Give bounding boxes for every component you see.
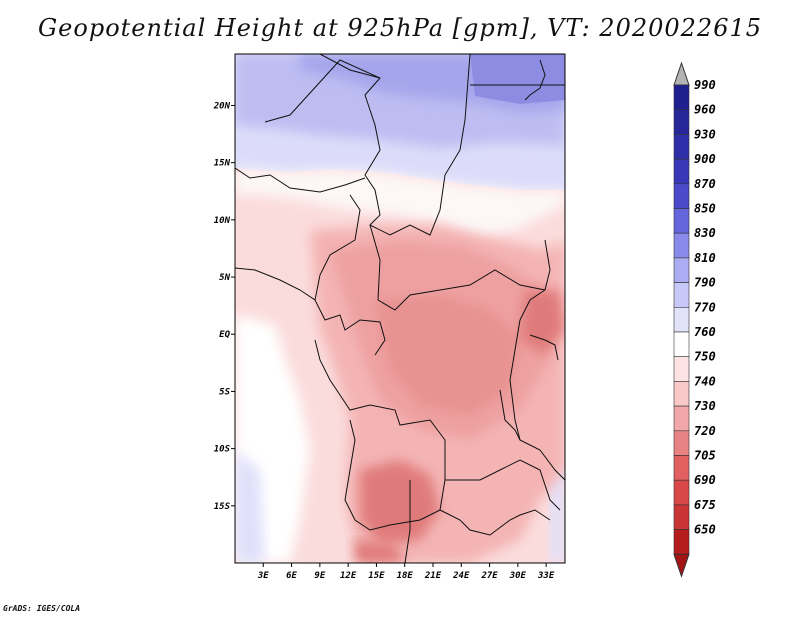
lon-tick-label: 21E	[424, 571, 442, 581]
colorbar-label: 750	[694, 350, 716, 364]
lat-tick-label: 5N	[219, 273, 230, 283]
colorbar-label: 720	[694, 424, 716, 438]
colorbar-label: 960	[694, 103, 716, 117]
lon-tick-label: 30E	[509, 571, 527, 581]
colorbar-swatch	[673, 232, 690, 259]
colorbar-swatch	[673, 529, 690, 555]
colorbar-label: 850	[694, 202, 716, 216]
latitude-axis: 20N 15N 10N 5N EQ 5S 10S 15S	[213, 101, 235, 512]
colorbar: 990 960 930 900 870 850 830 810 790 770 760 750 740 7…	[673, 61, 716, 578]
lat-tick-label: 10N	[214, 216, 231, 226]
colorbar-label: 650	[694, 523, 716, 537]
colorbar-swatch	[673, 257, 690, 283]
colorbar-label: 730	[694, 399, 716, 413]
chart-title: Geopotential Height at 925hPa [gpm], VT:…	[38, 14, 762, 42]
colorbar-swatch	[673, 479, 690, 506]
colorbar-swatch	[673, 84, 690, 111]
lon-tick-label: 3E	[257, 571, 269, 581]
colorbar-label: 830	[694, 226, 716, 240]
lat-tick-label: 15S	[214, 502, 231, 512]
colorbar-swatch	[673, 183, 690, 209]
lat-tick-label: 10S	[214, 445, 231, 455]
lat-tick-label: EQ	[219, 330, 230, 340]
colorbar-label: 870	[694, 177, 716, 191]
lon-tick-label: 18E	[397, 571, 414, 581]
colorbar-swatch	[673, 405, 690, 432]
colorbar-label: 705	[694, 449, 716, 463]
lon-tick-label: 12E	[340, 571, 357, 581]
lat-tick-label: 5S	[219, 387, 230, 397]
lon-tick-label: 9E	[314, 571, 325, 581]
colorbar-swatch	[673, 306, 690, 333]
lon-tick-label: 27E	[480, 571, 498, 581]
height-field	[235, 54, 565, 563]
colorbar-label: 900	[694, 152, 716, 166]
colorbar-label: 690	[694, 473, 716, 487]
colorbar-swatch	[673, 331, 690, 358]
colorbar-swatch	[673, 282, 690, 308]
colorbar-swatch	[673, 430, 690, 456]
colorbar-label: 770	[694, 300, 716, 314]
colorbar-swatch	[673, 455, 690, 481]
colorbar-label: 790	[694, 276, 716, 290]
lon-tick-label: 24E	[452, 571, 470, 581]
colorbar-swatch	[673, 208, 690, 234]
colorbar-swatch	[673, 158, 690, 185]
colorbar-label: 740	[694, 374, 716, 388]
country-borders	[235, 54, 565, 563]
lon-tick-label: 33E	[537, 571, 555, 581]
lon-tick-label: 6E	[286, 571, 297, 581]
colorbar-top-arrow	[673, 61, 690, 86]
colorbar-swatch	[673, 381, 690, 407]
longitude-axis: 3E 6E 9E 12E 15E 18E 21E 24E 27E 30E 33E	[257, 563, 555, 581]
colorbar-label: 930	[694, 127, 716, 141]
colorbar-swatch	[673, 134, 690, 160]
lat-tick-label: 15N	[214, 159, 231, 169]
colorbar-swatch	[673, 504, 690, 530]
colorbar-label: 760	[694, 325, 716, 339]
colorbar-label: 810	[694, 251, 716, 265]
lon-tick-label: 15E	[368, 571, 385, 581]
colorbar-swatch	[673, 356, 690, 382]
colorbar-label: 675	[694, 498, 716, 512]
grads-credit: GrADS: IGES/COLA	[3, 604, 81, 613]
colorbar-bottom-arrow	[673, 553, 690, 578]
colorbar-label: 990	[694, 78, 716, 92]
map-frame	[234, 53, 566, 564]
lat-tick-label: 20N	[213, 101, 231, 111]
colorbar-swatch	[673, 109, 690, 135]
